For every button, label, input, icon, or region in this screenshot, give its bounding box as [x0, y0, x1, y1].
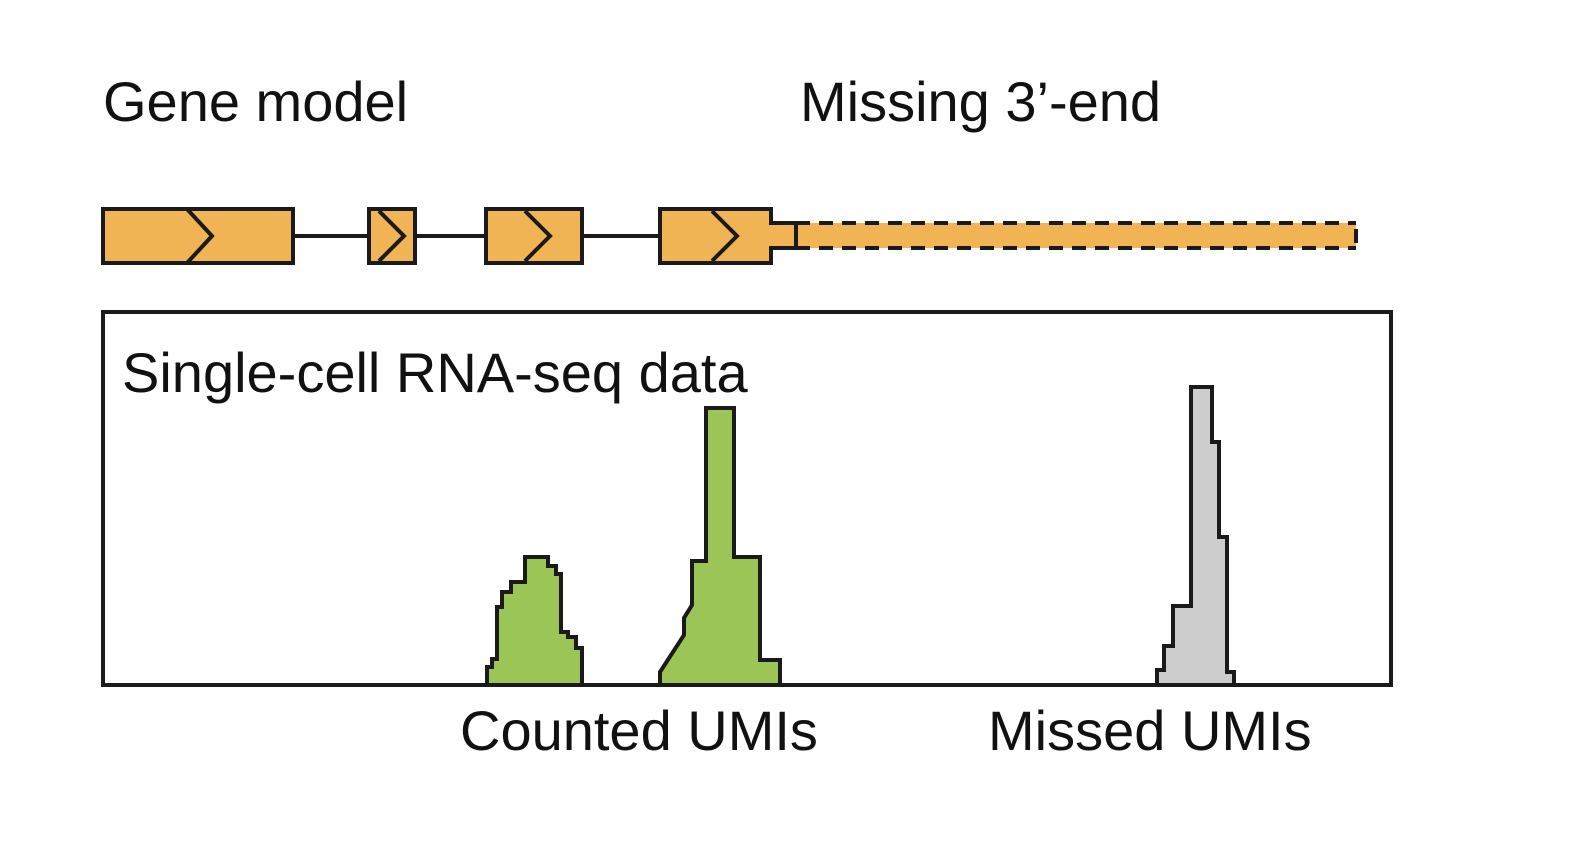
chevron-right-icon	[377, 209, 407, 263]
chevron-right-icon	[185, 207, 215, 265]
missing-3-end-extension	[796, 223, 1356, 248]
gene-model-track	[101, 207, 1358, 265]
exon-4	[658, 207, 798, 265]
missed-umis-label: Missed UMIs	[988, 699, 1312, 762]
exon-3	[484, 207, 584, 265]
chevron-right-icon	[523, 209, 553, 263]
counted-umis-label: Counted UMIs	[460, 699, 818, 762]
panel-title: Single-cell RNA-seq data	[122, 341, 748, 404]
chevron-right-icon	[710, 209, 740, 263]
missed-umi-peak	[1155, 385, 1236, 687]
missing-3-end-label: Missing 3’-end	[800, 70, 1161, 133]
gene-model-label: Gene model	[103, 70, 408, 133]
counted-umi-peak-1	[485, 555, 584, 687]
exon-1	[101, 207, 295, 265]
exon-2	[367, 207, 417, 265]
counted-umi-peak-2	[658, 406, 782, 687]
